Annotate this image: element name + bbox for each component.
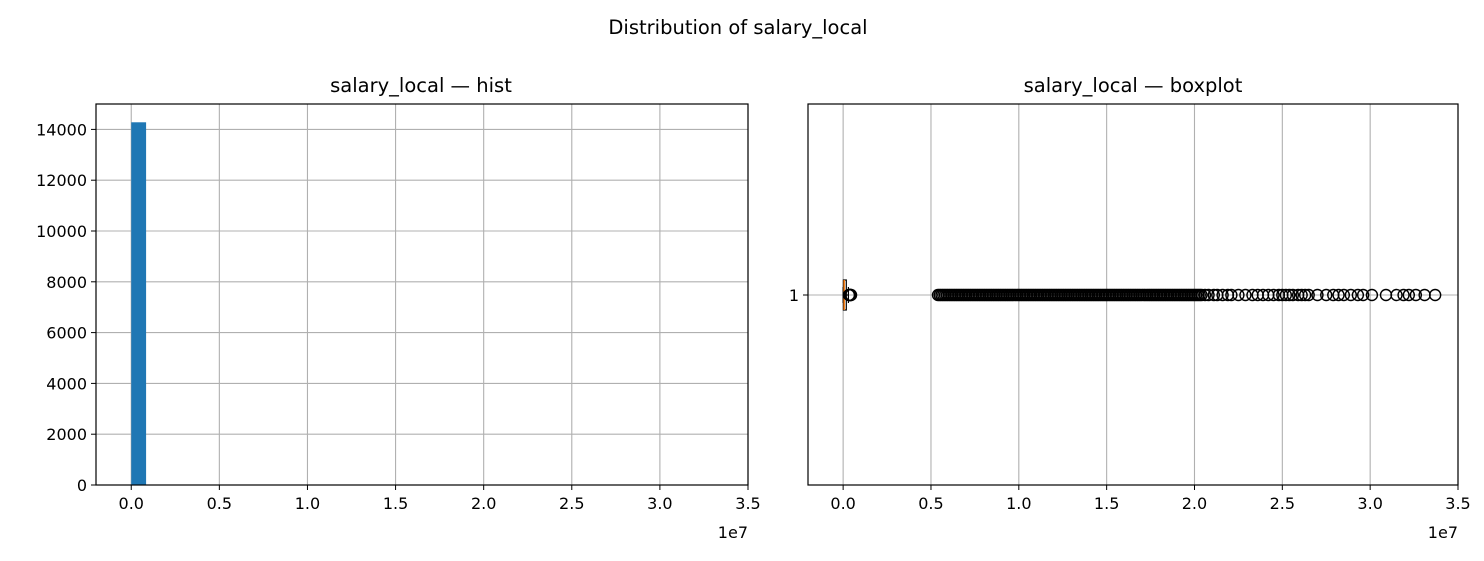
boxplot-outlier bbox=[1428, 288, 1442, 302]
histogram-x-offset-text: 1e7 bbox=[718, 523, 748, 542]
boxplot-outlier bbox=[1267, 288, 1280, 302]
histogram-grid bbox=[96, 104, 749, 486]
boxplot-x-tick-label: 0.0 bbox=[830, 494, 855, 513]
boxplot-outlier bbox=[1344, 288, 1358, 302]
boxplot-x-offset-text: 1e7 bbox=[1428, 523, 1458, 542]
histogram-y-tick-label: 6000 bbox=[46, 324, 87, 343]
boxplot-ticks: 0.0 0.5 1.0 1.5 2.0 2.5 3.0 3.5 1 bbox=[789, 286, 1471, 513]
boxplot-outlier bbox=[1232, 288, 1245, 302]
boxplot-x-tick-label: 0.5 bbox=[918, 494, 943, 513]
boxplot-title: salary_local — boxplot bbox=[1024, 74, 1243, 97]
boxplot-x-tick-label: 2.5 bbox=[1270, 494, 1295, 513]
histogram-x-tick-label: 3.5 bbox=[735, 494, 760, 513]
boxplot-outlier bbox=[1283, 288, 1296, 302]
boxplot-outlier bbox=[844, 288, 858, 302]
histogram-y-tick-label: 0 bbox=[77, 476, 87, 495]
boxplot-outlier bbox=[1207, 288, 1221, 302]
boxplot-outlier bbox=[1320, 288, 1333, 302]
histogram-y-tick-label: 10000 bbox=[36, 222, 87, 241]
boxplot-category-label: 1 bbox=[789, 286, 799, 305]
boxplot-outlier bbox=[1286, 288, 1300, 302]
histogram-y-tick-label: 12000 bbox=[36, 171, 87, 190]
boxplot-x-tick-label: 3.5 bbox=[1445, 494, 1470, 513]
histogram-y-tick-label: 2000 bbox=[46, 425, 87, 444]
histogram-x-tick-label: 3.0 bbox=[647, 494, 672, 513]
boxplot-outlier bbox=[1356, 288, 1370, 302]
boxplot-outlier bbox=[1216, 288, 1229, 302]
boxplot-outlier bbox=[1302, 288, 1315, 302]
histogram-title: salary_local — hist bbox=[330, 74, 512, 97]
boxplot-outliers bbox=[842, 288, 1442, 302]
boxplot-outlier bbox=[1409, 288, 1423, 302]
boxplot-outlier bbox=[1390, 288, 1403, 302]
histogram-y-tick-label: 4000 bbox=[46, 374, 87, 393]
histogram-x-tick-label: 0.5 bbox=[207, 494, 232, 513]
histogram-bars bbox=[131, 122, 147, 486]
histogram-bar bbox=[131, 122, 147, 486]
boxplot-outlier bbox=[1351, 288, 1365, 302]
histogram-axes-frame bbox=[95, 103, 749, 486]
boxplot-x-tick-label: 3.0 bbox=[1357, 494, 1382, 513]
boxplot-outlier bbox=[1337, 288, 1351, 302]
boxplot-outlier bbox=[1397, 288, 1410, 302]
boxplot-outlier bbox=[1198, 288, 1212, 302]
histogram-x-tick-label: 2.5 bbox=[559, 494, 584, 513]
boxplot-panel: salary_local — boxplot 0.0 0.5 1.0 1.5 2.0 2.… bbox=[789, 74, 1471, 542]
boxplot-outlier bbox=[1202, 288, 1215, 302]
boxplot-x-tick-label: 1.0 bbox=[1006, 494, 1031, 513]
boxplot-outlier bbox=[1365, 288, 1379, 302]
figure-suptitle: Distribution of salary_local bbox=[608, 16, 867, 39]
boxplot-outlier bbox=[1279, 288, 1293, 302]
boxplot-outlier bbox=[1402, 288, 1416, 302]
histogram-x-tick-label: 1.5 bbox=[383, 494, 408, 513]
boxplot-outlier bbox=[1195, 288, 1208, 302]
boxplot-outlier bbox=[1225, 288, 1238, 302]
boxplot-outlier bbox=[1295, 288, 1308, 302]
histogram-y-tick-label: 8000 bbox=[46, 273, 87, 292]
histogram-panel: salary_local — hist 0.0 0.5 1.0 1.5 2.0 2.5 3.… bbox=[36, 74, 761, 542]
histogram-x-tick-label: 2.0 bbox=[471, 494, 496, 513]
boxplot-x-tick-label: 1.5 bbox=[1094, 494, 1119, 513]
histogram-x-tick-label: 1.0 bbox=[295, 494, 320, 513]
histogram-y-tick-label: 14000 bbox=[36, 120, 87, 139]
boxplot-outlier bbox=[1311, 288, 1324, 302]
histogram-x-tick-label: 0.0 bbox=[119, 494, 144, 513]
histogram-ticks: 0.0 0.5 1.0 1.5 2.0 2.5 3.0 3.5 0 2000 4000 6000 800… bbox=[36, 120, 761, 513]
boxplot-outlier bbox=[1239, 288, 1252, 302]
boxplot-outlier bbox=[1332, 288, 1345, 302]
boxplot-x-tick-label: 2.0 bbox=[1182, 494, 1207, 513]
boxplot-outlier bbox=[1298, 288, 1312, 302]
